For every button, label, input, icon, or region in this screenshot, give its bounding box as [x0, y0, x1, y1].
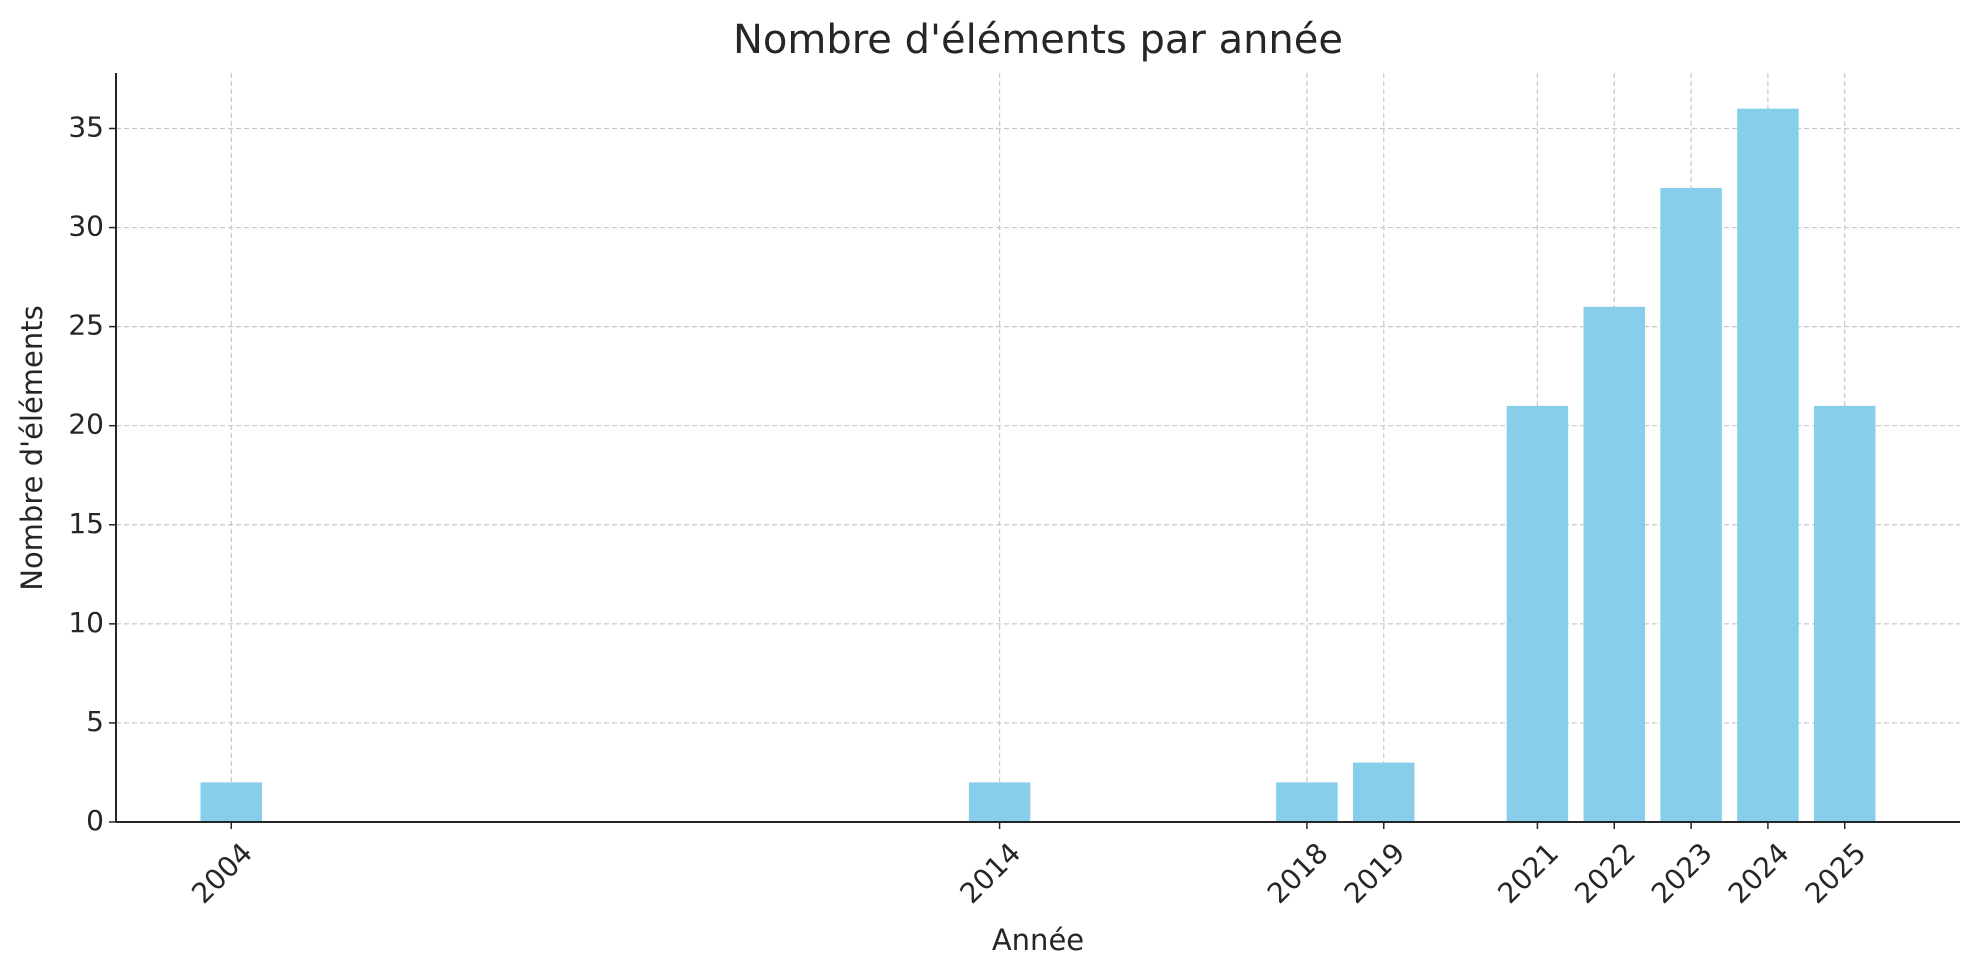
- x-tick-label: 2022: [1568, 836, 1642, 910]
- y-tick-label: 20: [68, 408, 104, 441]
- y-tick-label: 25: [68, 309, 104, 342]
- x-tick-label: 2018: [1261, 836, 1335, 910]
- y-tick-label: 15: [68, 507, 104, 540]
- x-tick-label: 2004: [185, 836, 259, 910]
- bar: [1583, 306, 1645, 822]
- x-tick-label: 2021: [1491, 836, 1565, 910]
- x-tick-label: 2025: [1799, 836, 1873, 910]
- y-tick-label: 30: [68, 210, 104, 243]
- x-tick-label: 2014: [954, 836, 1028, 910]
- y-tick-label: 35: [68, 110, 104, 143]
- bar: [1506, 405, 1569, 822]
- bar: [1737, 108, 1799, 822]
- x-axis-label: Année: [992, 923, 1084, 957]
- chart-title: Nombre d'éléments par année: [733, 17, 1343, 63]
- y-axis-label: Nombre d'éléments: [15, 305, 49, 591]
- bar: [1660, 187, 1722, 823]
- x-tick-label: 2023: [1645, 836, 1719, 910]
- y-tick-label: 10: [68, 606, 104, 639]
- x-tick-label: 2024: [1722, 836, 1796, 910]
- bar: [200, 782, 262, 822]
- bar: [1276, 782, 1338, 822]
- y-tick-label: 5: [86, 705, 104, 738]
- y-tick-label: 0: [86, 804, 104, 837]
- x-tick-label: 2019: [1338, 836, 1412, 910]
- bar: [968, 782, 1031, 822]
- bar: [1353, 762, 1415, 822]
- bar: [1814, 405, 1876, 822]
